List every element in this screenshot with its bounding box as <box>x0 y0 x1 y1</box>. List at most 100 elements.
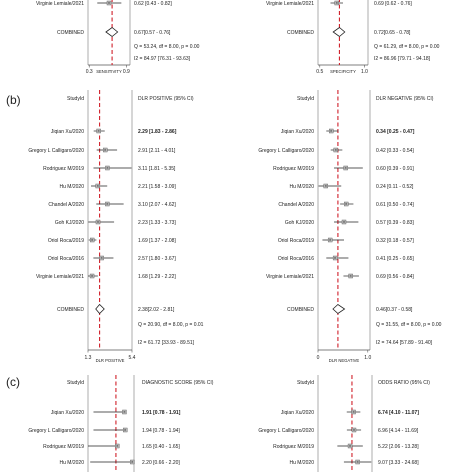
study-estimate: 1.68 [1.29 - 2.22] <box>138 274 176 280</box>
point-marker: × <box>131 460 134 465</box>
point-marker: × <box>325 184 328 189</box>
point-marker: × <box>104 148 107 153</box>
heterogeneity-stat: I2 = 74.64 [57.89 - 91.40] <box>376 340 433 346</box>
point-box <box>327 237 333 243</box>
study-estimate: 0.41 [0.25 - 0.65] <box>376 256 414 262</box>
point-box <box>347 443 353 449</box>
study-id-header: StudyId <box>67 96 84 102</box>
study-name: Jiqian Xu/2020 <box>281 129 314 135</box>
study-name: Virginie Lemiale/2021 <box>266 274 314 280</box>
estimate-header: DLR NEGATIVE (95% CI) <box>376 96 434 102</box>
point-box <box>329 128 334 134</box>
point-marker: × <box>352 410 355 415</box>
study-estimate: 6.96 [4.14 - 11.69] <box>378 428 419 434</box>
point-marker: × <box>108 1 111 6</box>
point-box <box>95 183 100 189</box>
x-tick-label: 0.5 <box>316 69 323 75</box>
point-marker: × <box>106 166 109 171</box>
panel-label: (c) <box>6 375 20 389</box>
study-name: Goh KJ/2020 <box>285 220 314 226</box>
study-name: Hu M/2020 <box>290 184 315 190</box>
study-estimate: 0.60 [0.39 - 0.91] <box>376 166 414 172</box>
point-marker: × <box>329 238 332 243</box>
estimate-header: ODDS RATIO (95% CI) <box>378 380 430 386</box>
study-name: Virginie Lemiale/2021 <box>266 1 314 7</box>
combined-estimate: 2.38[2.02 - 2.81] <box>138 307 175 313</box>
combined-diamond <box>332 26 346 38</box>
study-estimate: 0.57 [0.39 - 0.83] <box>376 220 414 226</box>
point-marker: × <box>106 202 109 207</box>
study-id-header: StudyId <box>297 380 314 386</box>
study-id-header: StudyId <box>67 380 84 386</box>
study-name: Gregory L Calligaro/2020 <box>258 428 314 434</box>
x-tick-label: 1.0 <box>364 355 371 361</box>
study-name: Hu M/2020 <box>60 460 85 466</box>
point-marker: × <box>97 129 100 134</box>
study-estimate: 2.91 [2.11 - 4.01] <box>138 148 176 154</box>
point-box <box>348 273 353 279</box>
point-marker: × <box>91 238 94 243</box>
point-box <box>323 183 328 189</box>
combined-label: COMBINED <box>287 307 314 313</box>
study-estimate: 2.23 [1.33 - 3.73] <box>138 220 176 226</box>
estimate-header: DLR POSITIVE (95% CI) <box>138 96 194 102</box>
heterogeneity-stat: Q = 31.55, df = 8.00, p = 0.00 <box>376 322 442 328</box>
study-name: Jiqian Xu/2020 <box>51 410 84 416</box>
combined-label: COMBINED <box>57 30 84 36</box>
point-box <box>333 147 338 153</box>
study-id-header: StudyId <box>297 96 314 102</box>
x-axis-title: SENSITIVITY <box>96 69 122 74</box>
x-tick-label: 5.4 <box>129 355 136 361</box>
x-tick-label: 0.9 <box>123 69 130 75</box>
point-box <box>351 409 356 415</box>
point-marker: × <box>334 256 337 261</box>
point-marker: × <box>336 1 339 6</box>
study-name: Oriol Roca/2016 <box>48 256 84 262</box>
heterogeneity-stat: Q = 20.90, df = 8.00, p = 0.01 <box>138 322 204 328</box>
point-marker: × <box>330 129 333 134</box>
combined-estimate: 0.72[0.65 - 0.78] <box>374 30 411 36</box>
study-name: Jiqian Xu/2020 <box>51 129 84 135</box>
study-estimate: 0.24 [0.11 - 0.52] <box>376 184 414 190</box>
study-name: Virginie Lemiale/2021 <box>36 1 84 7</box>
study-estimate: 5.22 [2.06 - 13.28] <box>378 444 419 450</box>
study-estimate: 9.07 [3.33 - 24.68] <box>378 460 419 466</box>
study-name: Hu M/2020 <box>290 460 315 466</box>
study-estimate: 0.32 [0.18 - 0.57] <box>376 238 414 244</box>
study-name: Goh KJ/2020 <box>55 220 84 226</box>
point-box <box>341 219 347 225</box>
study-name: Rodriguez M/2019 <box>273 444 314 450</box>
study-estimate: 0.34 [0.25 - 0.47] <box>376 129 415 135</box>
study-name: Gregory L Calligaro/2020 <box>28 428 84 434</box>
heterogeneity-stat: Q = 53.24, df = 8.00, p = 0.00 <box>134 44 200 50</box>
study-estimate: 2.29 [1.83 - 2.86] <box>138 129 177 135</box>
point-box <box>334 0 339 6</box>
study-name: Gregory L Calligaro/2020 <box>28 148 84 154</box>
point-box <box>96 128 101 134</box>
combined-diamond <box>332 303 346 315</box>
x-tick-label: 1.0 <box>361 69 368 75</box>
heterogeneity-stat: I2 = 84.97 [76.31 - 93.63] <box>134 56 191 62</box>
point-box <box>99 255 104 261</box>
x-tick-label: 1.3 <box>85 355 92 361</box>
study-estimate: 1.65 [0.40 - 1.65] <box>142 444 180 450</box>
study-estimate: 0.42 [0.33 - 0.54] <box>376 148 414 154</box>
combined-label: COMBINED <box>57 307 84 313</box>
x-tick-label: 0 <box>317 355 320 361</box>
study-estimate: 3.10 [2.07 - 4.62] <box>138 202 176 208</box>
heterogeneity-stat: I2 = 86.96 [79.71 - 94.18] <box>374 56 431 62</box>
point-marker: × <box>349 274 352 279</box>
point-box <box>95 219 101 225</box>
point-marker: × <box>356 460 359 465</box>
point-marker: × <box>97 220 100 225</box>
heterogeneity-stat: I2 = 61.72 [33.93 - 89.51] <box>138 340 195 346</box>
study-estimate: 0.69 [0.56 - 0.84] <box>376 274 414 280</box>
point-marker: × <box>100 256 103 261</box>
point-box <box>106 0 112 6</box>
point-box <box>343 165 348 171</box>
combined-estimate: 0.46[0.37 - 0.58] <box>376 307 413 313</box>
point-box <box>344 201 349 207</box>
point-marker: × <box>345 202 348 207</box>
study-estimate: 1.69 [1.37 - 2.08] <box>138 238 176 244</box>
